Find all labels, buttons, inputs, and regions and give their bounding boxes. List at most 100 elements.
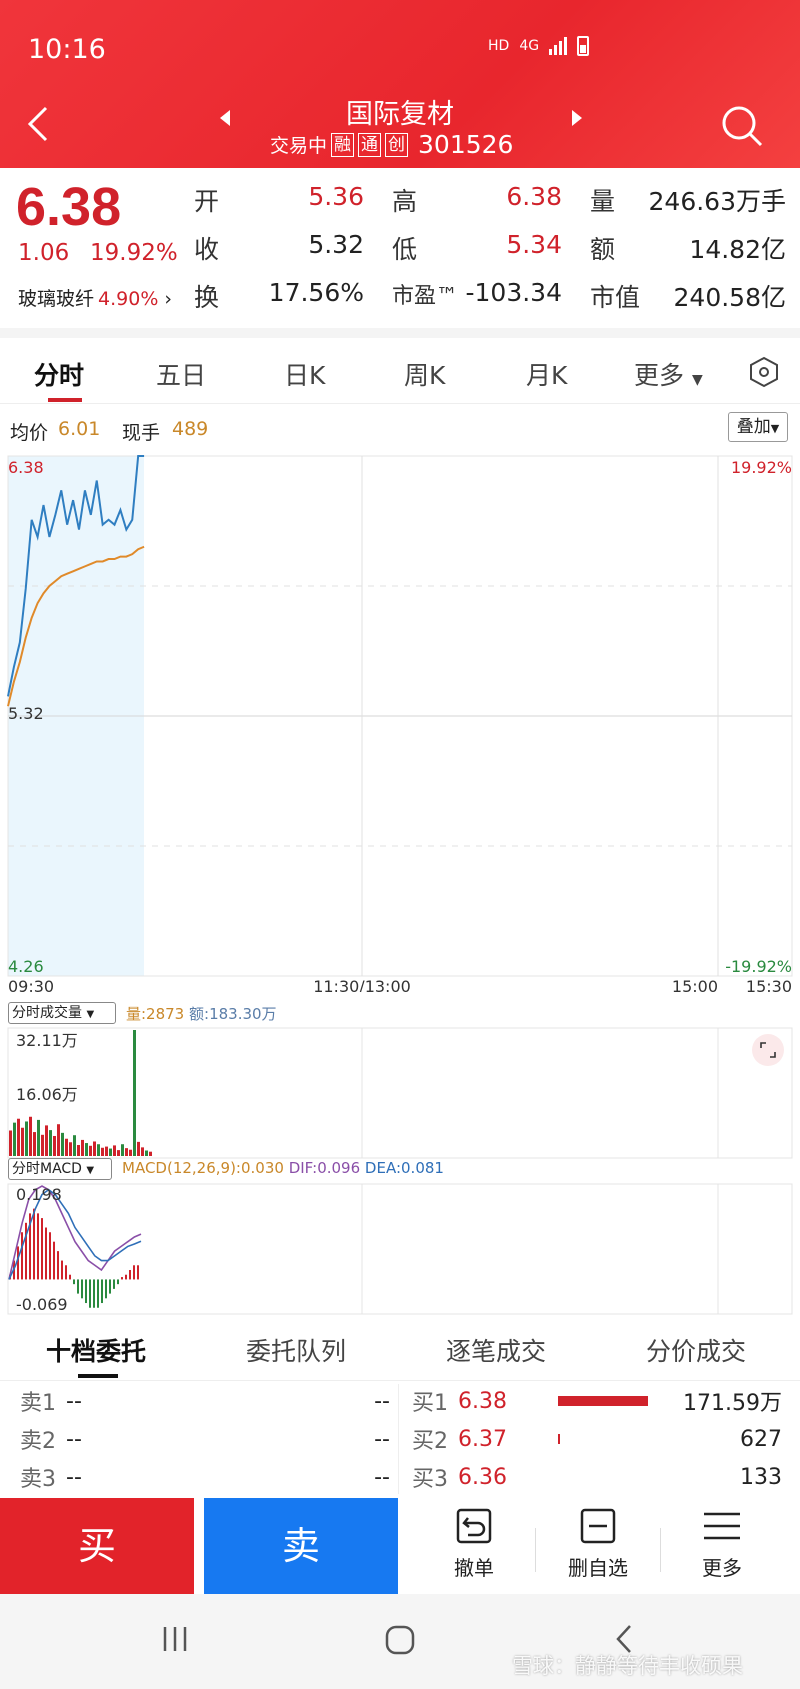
expand-icon-bg[interactable] — [752, 1034, 784, 1066]
macd-indicator-select[interactable]: 分时MACD ▼ — [8, 1158, 112, 1180]
caret-down-icon: ▼ — [691, 372, 703, 388]
x-tick-open: 09:30 — [8, 977, 54, 992]
price-lines — [7, 455, 145, 707]
macd-bar — [113, 1279, 115, 1289]
mcap-label: 市值 — [590, 283, 641, 312]
macd-bar — [49, 1232, 51, 1280]
prev-stock-arrow-icon[interactable] — [218, 108, 232, 128]
search-icon[interactable] — [720, 104, 764, 148]
chinext-tag: 创 — [385, 132, 409, 157]
average-price-line — [7, 545, 145, 707]
prev-close-value: 5.32 — [308, 230, 364, 259]
next-stock-arrow-icon[interactable] — [570, 108, 584, 128]
macd-legend: MACD(12,26,9):0.030 DIF:0.096 DEA:0.081 — [122, 1159, 444, 1177]
volume-bar — [133, 1030, 136, 1156]
remove-favorite-icon — [580, 1508, 616, 1544]
price-line — [7, 455, 145, 697]
ask-volume: -- — [374, 1388, 390, 1414]
volume-indicator-label: 分时成交量 — [12, 1005, 82, 1021]
battery-icon — [577, 36, 590, 56]
cancel-order-label: 撤单 — [454, 1556, 494, 1580]
intraday-price-chart[interactable]: 6.38 5.32 4.26 19.92% -19.92% 09:30 11:3… — [0, 452, 800, 992]
vol-y-tick-top: 32.11万 — [16, 1031, 78, 1050]
caret-down-icon: ▼ — [86, 1165, 95, 1176]
volume-indicator-select[interactable]: 分时成交量 ▼ — [8, 1002, 116, 1024]
cancel-order-button[interactable]: 撤单 — [424, 1506, 524, 1581]
macd-bar — [105, 1279, 107, 1299]
volume-bar — [37, 1119, 40, 1156]
sector-pct: 4.90% — [98, 288, 159, 310]
quote-panel: 6.38 1.06 19.92% 玻璃玻纤 4.90% › 开 5.36 收 5.… — [0, 168, 800, 328]
open-value: 5.36 — [308, 182, 364, 211]
sector-link[interactable]: 玻璃玻纤 4.90% › — [18, 284, 172, 311]
bid-row-3: 买3 6.36 133 — [412, 1458, 782, 1496]
volume-bar — [81, 1139, 84, 1156]
chevron-right-icon: › — [164, 288, 173, 310]
tab-five-day[interactable]: 五日 — [156, 361, 207, 390]
bid-volume: 171.59万 — [683, 1391, 782, 1416]
overlay-button[interactable]: 叠加▼ — [728, 412, 788, 442]
price-change-pct: 19.92% — [90, 240, 178, 266]
back-nav-icon[interactable] — [612, 1622, 636, 1656]
network-indicator: 4G — [519, 38, 540, 54]
volume-bar — [125, 1148, 128, 1156]
connect-tag: 通 — [358, 132, 382, 157]
status-time: 10:16 — [28, 34, 106, 65]
volume-bar — [129, 1149, 132, 1156]
tab-more[interactable]: 更多 ▼ — [634, 356, 703, 392]
bid-volume-bar — [558, 1472, 658, 1482]
watermark: 雪球：静静等待丰收硕果 — [512, 1654, 743, 1678]
back-icon[interactable] — [22, 104, 52, 144]
caret-down-icon: ▼ — [770, 422, 780, 435]
tab-monthly-k[interactable]: 月K — [526, 361, 568, 390]
macd-chart[interactable]: 0.198 -0.069 — [0, 1182, 800, 1316]
settings-hexagon-icon[interactable] — [748, 356, 780, 388]
tab-level-ten[interactable]: 十档委托 — [46, 1337, 147, 1366]
tab-order-queue[interactable]: 委托队列 — [246, 1337, 347, 1366]
expand-icon[interactable] — [760, 1042, 776, 1058]
macd-bar — [121, 1277, 123, 1280]
prev-close-label: 收 — [194, 235, 220, 264]
macd-bar — [97, 1279, 99, 1308]
bid-label: 买3 — [412, 1467, 448, 1492]
home-icon[interactable] — [384, 1624, 416, 1656]
tab-price-trades[interactable]: 分价成交 — [646, 1337, 747, 1366]
macd-bar — [73, 1279, 75, 1285]
buy-button[interactable]: 买 — [0, 1498, 194, 1594]
volume-bar — [53, 1135, 56, 1156]
app-header: 10:16 HD 4G 国际复材 交易中 融 通 创 301526 — [0, 0, 800, 168]
divider — [398, 1384, 399, 1494]
current-hand-label: 现手 — [122, 422, 161, 444]
macd-bar — [53, 1241, 55, 1280]
volume-bar — [69, 1142, 72, 1156]
trading-status: 交易中 — [270, 135, 328, 157]
volume-bar — [9, 1130, 12, 1156]
last-price: 6.38 — [16, 177, 122, 237]
tab-daily-k[interactable]: 日K — [284, 361, 326, 390]
x-tick-close: 15:00 — [672, 977, 718, 992]
volume-bar — [65, 1138, 68, 1156]
tab-intraday[interactable]: 分时 — [34, 361, 85, 390]
volume-bar — [137, 1141, 140, 1156]
volume-bar — [13, 1122, 16, 1156]
pe-label: 市盈™ — [392, 284, 459, 309]
recent-apps-icon[interactable] — [160, 1624, 190, 1654]
signal-icon — [549, 37, 568, 55]
tab-tick-trades[interactable]: 逐笔成交 — [446, 1337, 547, 1366]
remove-favorite-button[interactable]: 删自选 — [548, 1506, 648, 1581]
volume-bar — [117, 1150, 120, 1156]
volume-bar — [61, 1132, 64, 1156]
status-icons: HD 4G — [488, 36, 590, 56]
tab-weekly-k[interactable]: 周K — [404, 361, 446, 390]
divider — [0, 1380, 800, 1381]
bid-row-2: 买2 6.37 627 — [412, 1420, 782, 1458]
current-hand-value: 489 — [172, 418, 209, 440]
volume-chart[interactable]: 32.11万 16.06万 — [0, 1026, 800, 1160]
ask-label: 卖3 — [20, 1467, 56, 1492]
volume-bar — [21, 1127, 24, 1156]
more-actions-button[interactable]: 更多 — [672, 1506, 772, 1581]
overlay-label: 叠加 — [736, 417, 771, 437]
high-value: 6.38 — [506, 182, 562, 211]
menu-icon — [704, 1512, 740, 1540]
sell-button[interactable]: 卖 — [204, 1498, 398, 1594]
